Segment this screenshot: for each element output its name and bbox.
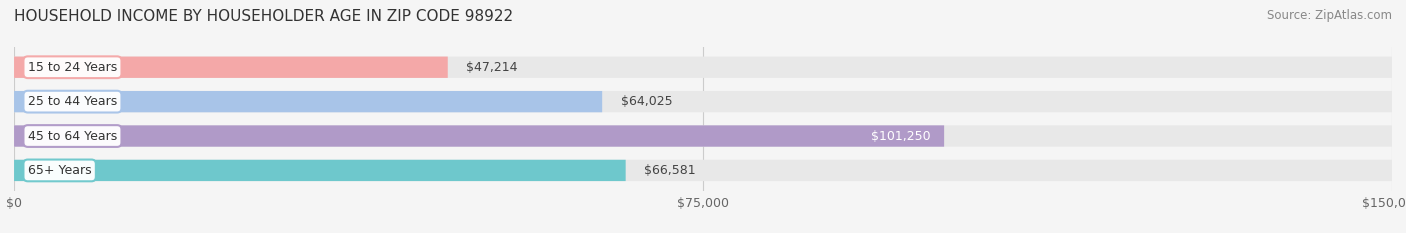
FancyBboxPatch shape [14,91,602,112]
Text: Source: ZipAtlas.com: Source: ZipAtlas.com [1267,9,1392,22]
FancyBboxPatch shape [14,91,1392,112]
FancyBboxPatch shape [14,57,447,78]
Text: 45 to 64 Years: 45 to 64 Years [28,130,117,143]
FancyBboxPatch shape [14,125,945,147]
Text: $101,250: $101,250 [870,130,931,143]
Text: HOUSEHOLD INCOME BY HOUSEHOLDER AGE IN ZIP CODE 98922: HOUSEHOLD INCOME BY HOUSEHOLDER AGE IN Z… [14,9,513,24]
FancyBboxPatch shape [14,57,1392,78]
Text: 65+ Years: 65+ Years [28,164,91,177]
Text: 25 to 44 Years: 25 to 44 Years [28,95,117,108]
Text: 15 to 24 Years: 15 to 24 Years [28,61,117,74]
Text: $66,581: $66,581 [644,164,696,177]
FancyBboxPatch shape [14,125,1392,147]
FancyBboxPatch shape [14,160,626,181]
Text: $47,214: $47,214 [467,61,517,74]
FancyBboxPatch shape [14,160,1392,181]
Text: $64,025: $64,025 [620,95,672,108]
